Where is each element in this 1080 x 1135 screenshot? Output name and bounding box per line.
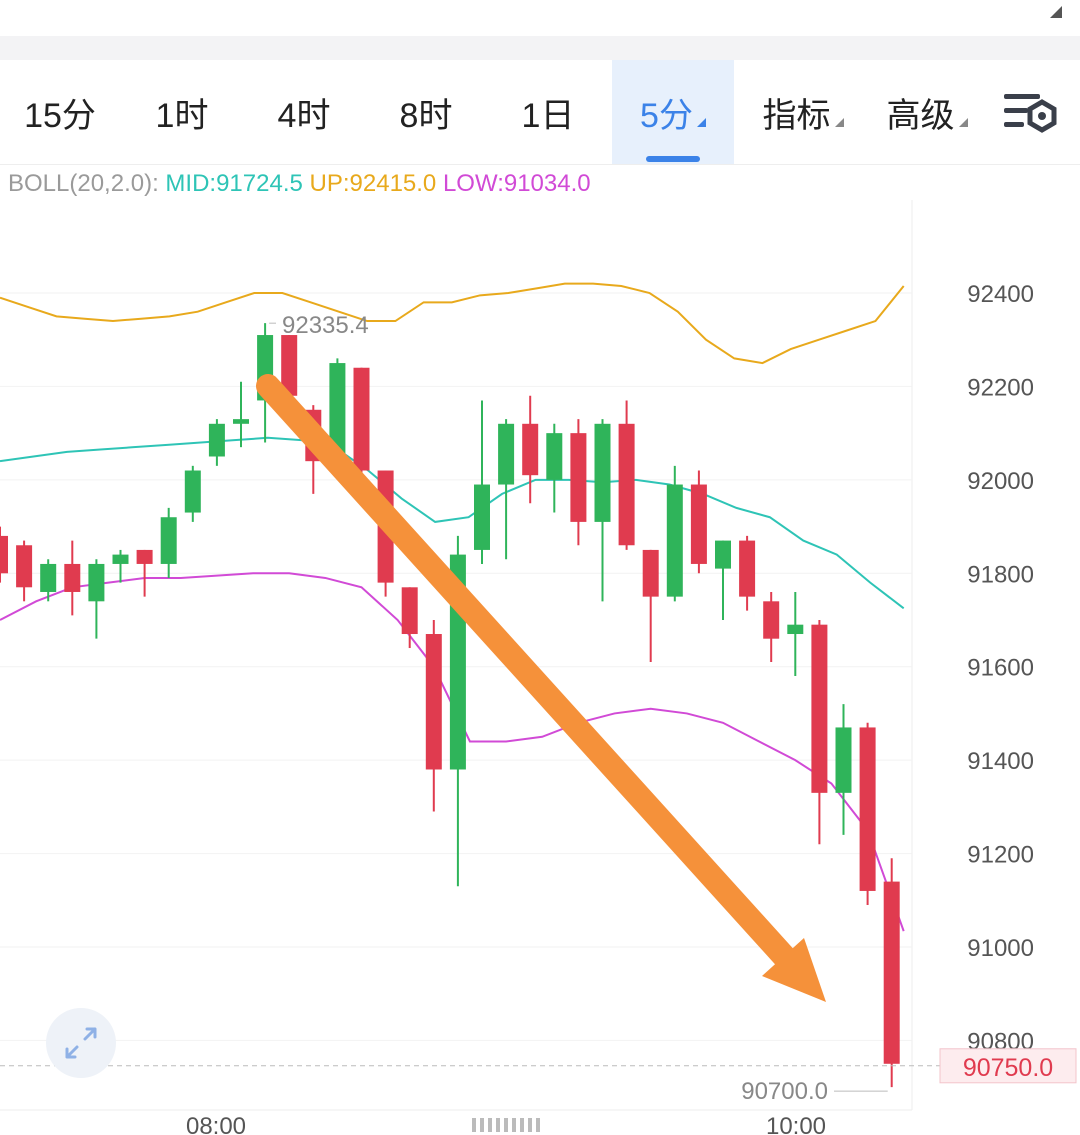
y-tick-label: 92000: [967, 468, 1034, 495]
boll-mid-value: MID:91724.5: [165, 170, 303, 197]
pagination-handle: [472, 1118, 540, 1132]
candle-body: [401, 587, 418, 635]
x-tick-label: 10:00: [766, 1113, 826, 1135]
dropdown-triangle-icon: [696, 117, 706, 127]
signal-corner-icon: [1050, 6, 1062, 18]
candle-body: [136, 549, 153, 564]
low-price-label: 90700.0: [741, 1078, 828, 1105]
expand-icon: [65, 1027, 97, 1059]
y-tick-label: 91200: [967, 842, 1034, 869]
last-price-badge: [939, 1048, 1077, 1084]
candle-body: [715, 540, 731, 569]
candle-body: [40, 563, 57, 592]
boll-legend: BOLL(20,2.0): MID:91724.5 UP:92415.0 LOW…: [8, 170, 591, 198]
trend-arrow-shaft: [256, 374, 802, 975]
tab-5m[interactable]: 5分: [612, 60, 734, 164]
high-price-label: 92335.4: [282, 312, 369, 339]
boll-name: BOLL(20,2.0):: [8, 170, 159, 197]
trend-arrow-head: [762, 938, 826, 1002]
candle-body: [690, 484, 707, 564]
boll-middle-line: [0, 436, 905, 610]
status-strip: [0, 0, 1080, 36]
candle-body: [112, 554, 129, 564]
boll-up-value: UP:92415.0: [309, 170, 437, 197]
candle-body: [811, 624, 828, 793]
candle-body: [546, 433, 563, 480]
header-divider-band: [0, 36, 1080, 60]
chart-settings-icon[interactable]: [1000, 88, 1060, 138]
dropdown-triangle-icon: [958, 117, 968, 127]
candle-body: [425, 634, 442, 770]
candle-body: [787, 624, 804, 635]
candle-body: [763, 601, 780, 639]
candle-body: [594, 423, 611, 522]
candle-body: [64, 563, 81, 592]
y-tick-label: 92200: [967, 374, 1034, 401]
tab-advanced[interactable]: 高级: [866, 60, 988, 164]
candle-body: [233, 419, 249, 424]
y-tick-label: 91600: [967, 655, 1034, 682]
candle-body: [474, 484, 490, 550]
interval-tab-bar: 15分 1时 4时 8时 1日 5分 指标 高级: [0, 60, 1080, 165]
candle-body: [739, 540, 756, 597]
candle-body: [88, 563, 105, 602]
candle-body: [160, 517, 177, 564]
y-tick-label: 91000: [967, 935, 1034, 962]
candle-body: [353, 367, 370, 471]
boll-upper-line: [0, 282, 905, 365]
candle-body: [666, 484, 683, 597]
tab-8h[interactable]: 8时: [399, 96, 453, 135]
last-price-value: 90750.0: [963, 1054, 1053, 1082]
y-tick-label: 91800: [967, 561, 1034, 588]
candle-body: [208, 423, 225, 457]
candle-body: [498, 423, 515, 485]
candle-body: [0, 535, 8, 574]
candle-body: [16, 545, 33, 588]
tab-1d[interactable]: 1日: [521, 96, 575, 135]
candle-body: [184, 470, 201, 513]
tab-indicators[interactable]: 指标: [742, 60, 864, 164]
y-tick-label: 92400: [967, 281, 1034, 308]
candlestick-chart[interactable]: 92400 92200 92000 91800 91600 91400 91200 91000…: [0, 200, 1080, 1135]
dropdown-triangle-icon: [834, 117, 844, 127]
candle-body: [859, 727, 876, 891]
tab-1h[interactable]: 1时: [155, 96, 209, 135]
candle-body: [835, 727, 852, 793]
candle-body: [570, 433, 587, 522]
active-tab-indicator: [646, 156, 700, 162]
candle-body: [883, 881, 900, 1064]
tab-4h[interactable]: 4时: [277, 96, 331, 135]
candle-body: [281, 335, 298, 396]
boll-low-value: LOW:91034.0: [442, 170, 591, 197]
tab-15m[interactable]: 15分: [24, 96, 96, 135]
candle-body: [522, 423, 539, 476]
candle-body: [642, 549, 659, 597]
fullscreen-button[interactable]: [46, 1008, 116, 1078]
candle-body: [618, 423, 635, 546]
y-tick-label: 91400: [967, 748, 1034, 775]
x-tick-label: 08:00: [186, 1113, 246, 1135]
candle-body: [329, 363, 346, 462]
